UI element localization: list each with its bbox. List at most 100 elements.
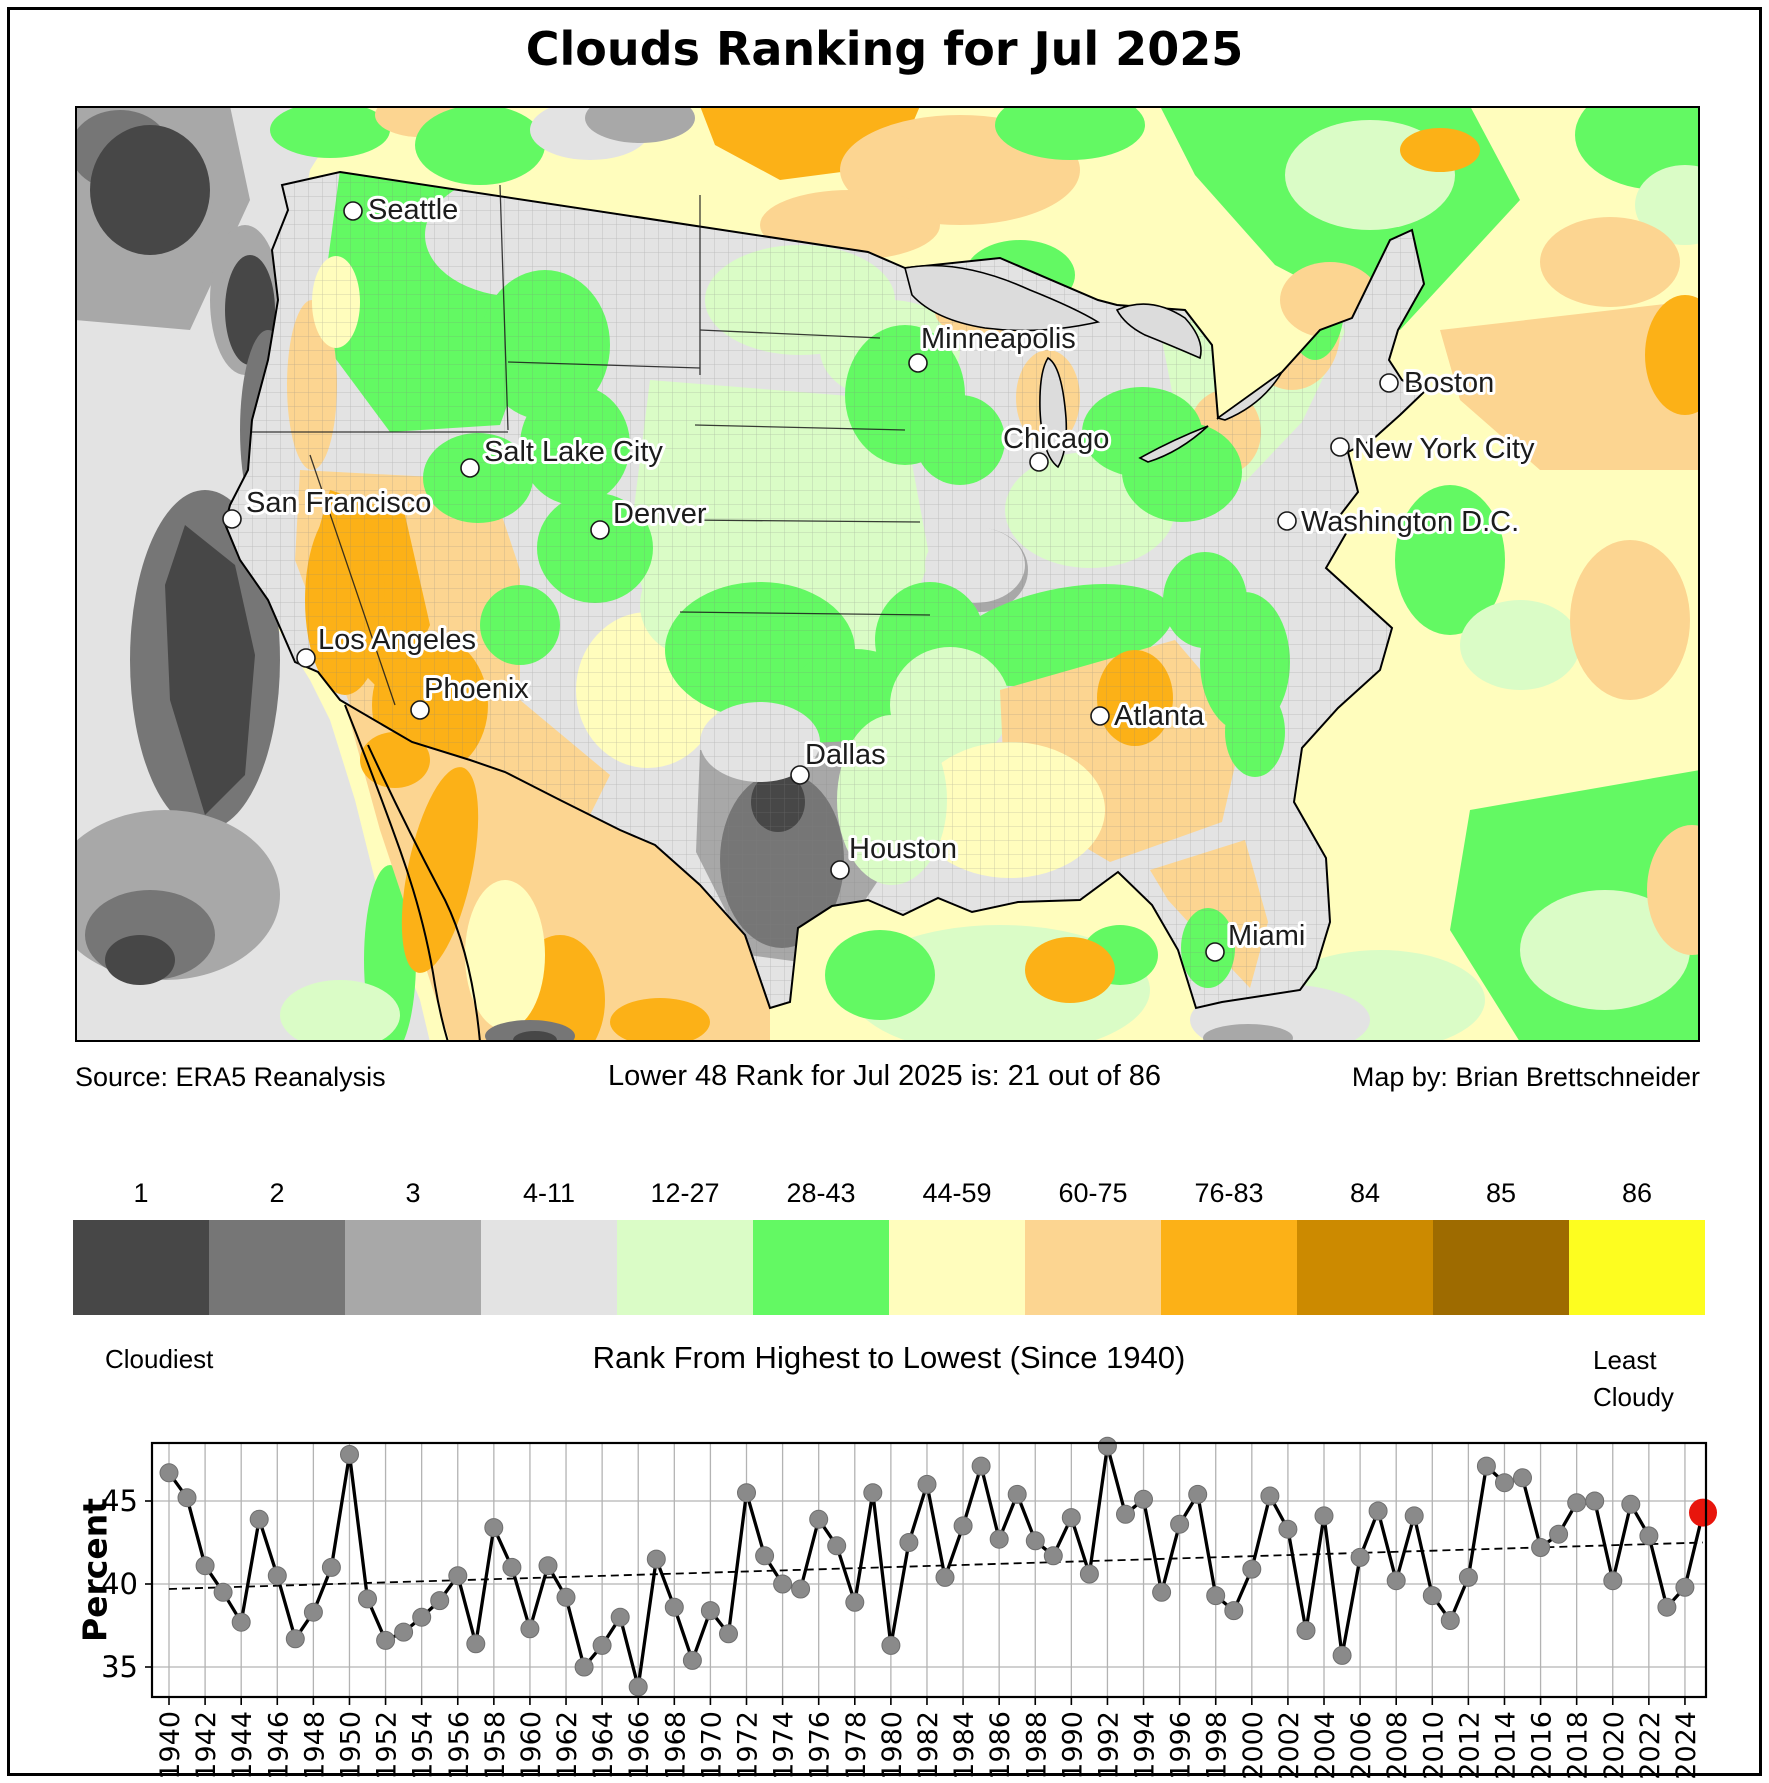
- city-label-houston: Houston: [849, 833, 957, 865]
- data-point-2012: [1458, 1567, 1478, 1587]
- data-point-2018: [1567, 1493, 1587, 1513]
- legend-tick-2: 2: [269, 1178, 285, 1208]
- data-point-2013: [1476, 1456, 1496, 1476]
- city-dot-los-angeles: [296, 648, 316, 668]
- data-point-1951: [358, 1589, 377, 1609]
- x-tick-1980: 1980: [877, 1711, 908, 1780]
- data-point-1984: [953, 1516, 973, 1536]
- y-tick-35: 35: [101, 1650, 138, 1684]
- x-tick-2000: 2000: [1238, 1711, 1269, 1780]
- legend-tick-28-43: 28-43: [786, 1178, 856, 1208]
- data-point-1988: [1025, 1531, 1045, 1551]
- data-point-1962: [556, 1587, 576, 1607]
- data-point-1982: [917, 1474, 937, 1494]
- data-point-1983: [935, 1567, 955, 1587]
- data-point-1940: [159, 1463, 179, 1483]
- data-point-1957: [466, 1634, 486, 1654]
- data-point-1974: [773, 1574, 793, 1594]
- legend-tick-12-27: 12-27: [650, 1178, 720, 1208]
- source-row: Source: ERA5 Reanalysis Lower 48 Rank fo…: [0, 1060, 1769, 1102]
- data-point-1990: [1061, 1508, 1081, 1528]
- source-text: Source: ERA5 Reanalysis: [75, 1062, 386, 1092]
- state-lines: [252, 184, 931, 706]
- x-tick-1974: 1974: [769, 1711, 800, 1780]
- data-point-1973: [755, 1546, 775, 1566]
- data-point-2004: [1314, 1506, 1334, 1526]
- legend-swatch-84: [1297, 1220, 1433, 1315]
- x-tick-2022: 2022: [1635, 1711, 1666, 1780]
- baja-coastline: [344, 704, 449, 1042]
- x-tick-1954: 1954: [408, 1711, 439, 1780]
- data-point-1992: [1097, 1436, 1117, 1456]
- city-label-denver: Denver: [613, 498, 707, 530]
- data-point-2022: [1639, 1526, 1659, 1546]
- x-tick-2018: 2018: [1563, 1711, 1594, 1780]
- data-point-1943: [213, 1582, 233, 1602]
- data-point-1991: [1079, 1564, 1099, 1584]
- data-point-1981: [899, 1533, 919, 1552]
- data-point-2006: [1350, 1547, 1370, 1567]
- city-dot-chicago: [1029, 452, 1049, 472]
- city-dot-boston: [1379, 373, 1399, 393]
- data-point-1972: [737, 1483, 756, 1503]
- legend-swatch-44-59: [889, 1220, 1025, 1315]
- data-point-1969: [682, 1650, 702, 1670]
- city-label-san-francisco: San Francisco: [246, 487, 431, 519]
- data-point-1979: [863, 1483, 883, 1503]
- legend-left-caption: Cloudiest: [105, 1344, 214, 1374]
- data-point-2011: [1440, 1611, 1460, 1630]
- legend-swatch-86: [1569, 1220, 1705, 1315]
- data-point-1995: [1152, 1582, 1172, 1602]
- x-tick-1992: 1992: [1093, 1711, 1124, 1780]
- data-point-2007: [1368, 1501, 1388, 1521]
- city-dot-phoenix: [410, 700, 430, 720]
- great-lakes: [904, 264, 1283, 469]
- x-tick-1948: 1948: [299, 1711, 330, 1780]
- y-tick-45: 45: [101, 1484, 138, 1518]
- trend-line: [168, 1541, 1704, 1590]
- city-label-seattle: Seattle: [368, 194, 458, 226]
- legend-tick-60-75: 60-75: [1058, 1178, 1128, 1208]
- x-tick-1946: 1946: [263, 1711, 294, 1780]
- city-label-salt-lake-city: Salt Lake City: [484, 436, 663, 468]
- x-tick-2004: 2004: [1310, 1711, 1341, 1780]
- data-point-2014: [1495, 1473, 1514, 1493]
- legend-swatch-4-11: [481, 1220, 617, 1315]
- city-dot-seattle: [343, 201, 363, 221]
- legend-tick-85: 85: [1485, 1178, 1517, 1208]
- data-point-2003: [1296, 1621, 1316, 1640]
- data-point-1958: [484, 1518, 504, 1538]
- x-tick-1988: 1988: [1021, 1711, 1052, 1780]
- data-point-1950: [340, 1445, 359, 1464]
- legend-tick-84: 84: [1349, 1178, 1381, 1208]
- data-point-1989: [1043, 1546, 1063, 1566]
- city-label-washington-d-c-: Washington D.C.: [1301, 506, 1519, 538]
- legend-swatch-85: [1433, 1220, 1569, 1315]
- city-dot-denver: [590, 520, 610, 540]
- x-tick-1960: 1960: [516, 1711, 547, 1780]
- x-tick-1962: 1962: [552, 1711, 583, 1780]
- legend-right-caption: Least Cloudy: [1593, 1342, 1674, 1416]
- city-dot-atlanta: [1090, 706, 1110, 726]
- legend-swatch-76-83: [1161, 1220, 1297, 1315]
- data-point-1985: [971, 1456, 991, 1476]
- data-point-1959: [502, 1557, 522, 1577]
- data-point-1948: [303, 1602, 323, 1622]
- x-tick-1976: 1976: [805, 1711, 836, 1780]
- data-point-2001: [1260, 1486, 1280, 1506]
- legend-right-caption-line1: Least: [1593, 1345, 1657, 1375]
- data-point-1961: [538, 1556, 558, 1576]
- x-tick-1994: 1994: [1130, 1711, 1161, 1780]
- pacific-ocean: [75, 106, 430, 1042]
- x-tick-2002: 2002: [1274, 1711, 1305, 1780]
- chart-grid: [152, 1443, 1706, 1697]
- data-point-2005: [1332, 1645, 1352, 1665]
- data-point-1976: [809, 1509, 829, 1529]
- data-point-2024: [1675, 1577, 1695, 1597]
- rank-summary-text: Lower 48 Rank for Jul 2025 is: 21 out of…: [608, 1060, 1161, 1092]
- data-point-1994: [1134, 1489, 1153, 1509]
- data-point-1956: [448, 1566, 468, 1586]
- city-dot-new-york-city: [1330, 437, 1350, 457]
- data-point-1954: [412, 1607, 432, 1627]
- y-axis-label: Percent: [76, 1498, 115, 1642]
